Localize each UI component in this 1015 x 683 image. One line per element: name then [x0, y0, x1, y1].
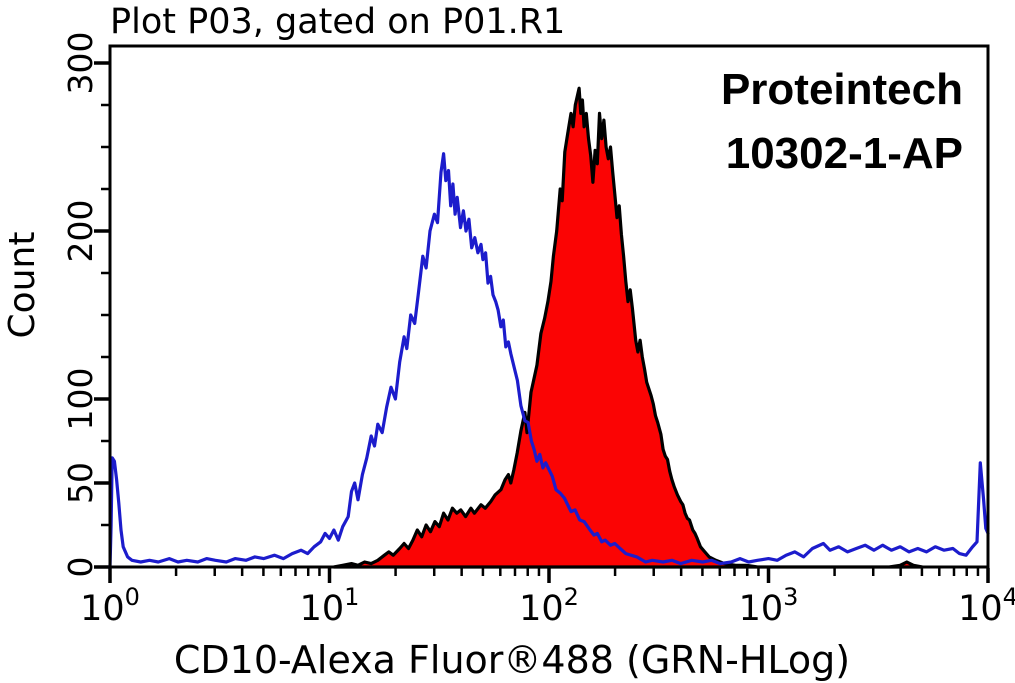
x-tick-label: 101: [300, 583, 360, 629]
vendor-annotation: Proteintech: [721, 65, 963, 114]
x-tick-label: 100: [80, 583, 140, 629]
y-tick-label: 0: [61, 557, 100, 578]
y-axis-ticks: 0 50 100 200 300: [61, 32, 109, 578]
y-tick-label: 100: [61, 368, 100, 431]
y-tick-label: 50: [61, 462, 100, 504]
x-tick-label: 102: [519, 583, 579, 629]
antibody-histogram: [332, 86, 924, 569]
plot-border: [108, 44, 990, 569]
histogram-series: [108, 86, 990, 569]
plot-title: Plot P03, gated on P01.R1: [110, 2, 565, 42]
x-axis-title: CD10-Alexa Fluor®488 (GRN-HLog): [174, 638, 850, 682]
control-histogram: [108, 152, 990, 569]
x-tick-label: 104: [958, 583, 1015, 629]
x-tick-label: 103: [739, 583, 799, 629]
catalog-number-annotation: 10302-1-AP: [726, 129, 963, 178]
y-tick-label: 300: [61, 32, 100, 95]
y-tick-label: 200: [61, 200, 100, 263]
x-axis-ticks: 100 101 102 103 104: [80, 568, 1015, 629]
y-axis-title: Count: [2, 232, 43, 339]
